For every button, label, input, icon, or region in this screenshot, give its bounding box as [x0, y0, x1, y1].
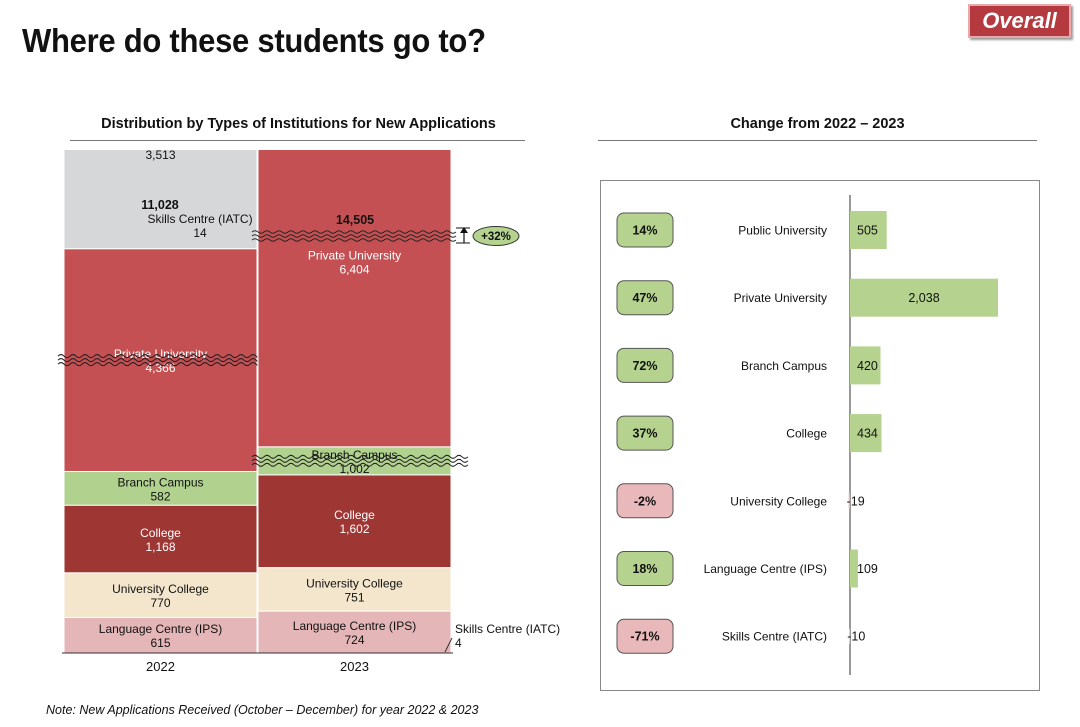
percent-change-label-university-college: -2%: [634, 494, 656, 508]
percent-change-label-public-university: 14%: [632, 224, 657, 238]
percent-change-badge-skills-centre-iatc: [616, 618, 674, 654]
growth-label: +32%: [481, 231, 511, 243]
segment-value-university-college-2023: 751: [344, 590, 364, 604]
percent-change-badge-public-university: [616, 212, 674, 248]
change-value-language-centre-ips: 109: [857, 562, 878, 576]
percent-change-label-skills-centre-iatc: -71%: [630, 630, 659, 644]
right-panel-title: Change from 2022 – 2023: [730, 116, 905, 132]
percent-change-badge-private-university: [616, 280, 674, 316]
change-value-branch-campus: 420: [857, 359, 878, 373]
bar-university-college-2022: [63, 572, 258, 618]
bar-university-college-2023: [257, 567, 452, 612]
bar-branch-campus-2022: [63, 470, 258, 506]
growth-arrow-head: [460, 227, 468, 233]
change-category-branch-campus: Branch Campus: [741, 359, 827, 373]
axis-break-mark: [251, 458, 469, 463]
percent-change-badge-branch-campus: [616, 347, 674, 383]
bar-language-centre-ips-2022: [63, 616, 258, 654]
segment-value-private-university-2023: 6,404: [339, 262, 369, 276]
change-bar-language-centre-ips: [850, 549, 858, 588]
percent-change-label-private-university: 47%: [632, 291, 657, 305]
overall-badge: Overall: [968, 4, 1071, 38]
change-category-college: College: [786, 427, 827, 441]
segment-value-skills-centre-iatc-2023: 4: [455, 636, 462, 650]
change-bar-private-university: [850, 278, 998, 317]
total-label-2023: 14,505: [336, 213, 374, 227]
bar-college-2022: [63, 504, 258, 574]
segment-label-language-centre-ips-2023: Language Centre (IPS): [293, 619, 416, 633]
bar-private-university-2023: [257, 150, 452, 448]
x-tick-2022: 2022: [146, 659, 175, 674]
growth-badge: [472, 226, 520, 246]
segment-value-college-2022: 1,168: [145, 540, 175, 554]
total-break-mark: [251, 234, 457, 238]
change-category-skills-centre-iatc: Skills Centre (IATC): [722, 630, 827, 644]
change-bar-branch-campus: [850, 346, 881, 385]
total-break-mark: [251, 238, 457, 242]
segment-value-language-centre-ips-2023: 724: [344, 633, 364, 647]
change-category-language-centre-ips: Language Centre (IPS): [704, 562, 827, 576]
skills-centre-leader-line: [444, 637, 453, 653]
segment-label-university-college-2022: University College: [112, 582, 209, 596]
change-value-skills-centre-iatc: -10: [847, 630, 865, 644]
axis-break-mark: [251, 462, 469, 467]
change-bar-college: [850, 414, 882, 453]
segment-label-university-college-2023: University College: [306, 576, 403, 590]
segment-label-college-2023: College: [334, 508, 375, 522]
percent-change-badge-language-centre-ips: [616, 551, 674, 586]
segment-value-public-university-2022: 3,513: [145, 150, 175, 162]
change-value-public-university: 505: [857, 224, 878, 238]
left-panel-rule: [70, 140, 525, 141]
segment-label-skills-centre-iatc-2023: Skills Centre (IATC): [455, 622, 560, 636]
axis-break-mark: [57, 358, 275, 363]
change-bar-public-university: [850, 211, 887, 249]
percent-change-label-branch-campus: 72%: [632, 359, 657, 373]
percent-change-badge-university-college: [616, 483, 674, 519]
change-value-college: 434: [857, 427, 878, 441]
segment-value-university-college-2022: 770: [150, 596, 170, 610]
right-panel-rule: [598, 140, 1037, 141]
percent-change-label-college: 37%: [632, 427, 657, 441]
percent-change-label-language-centre-ips: 18%: [632, 562, 657, 576]
change-value-university-college: -19: [847, 494, 865, 508]
change-bar-skills-centre-iatc: [849, 628, 850, 644]
page-title: Where do these students go to?: [22, 22, 486, 59]
segment-value-college-2023: 1,602: [339, 522, 369, 536]
change-value-private-university: 2,038: [908, 291, 939, 305]
segment-label-branch-campus-2022: Branch Campus: [117, 475, 203, 489]
bar-public-university-2022: [63, 150, 258, 250]
x-tick-2023: 2023: [340, 659, 369, 674]
axis-break-mark: [57, 354, 275, 359]
bar-college-2023: [257, 474, 452, 569]
footnote: Note: New Applications Received (October…: [46, 703, 479, 717]
percent-change-badge-college: [616, 415, 674, 451]
segment-value-branch-campus-2022: 582: [150, 489, 170, 503]
total-label-2022: 11,028: [141, 198, 179, 212]
axis-break-mark: [57, 362, 275, 367]
change-bar-university-college: [848, 493, 850, 509]
change-category-public-university: Public University: [738, 224, 827, 238]
segment-label-college-2022: College: [140, 526, 181, 540]
segment-value-skills-centre-iatc-2022: 14: [193, 226, 207, 240]
segment-value-language-centre-ips-2022: 615: [150, 636, 170, 650]
axis-break-mark: [251, 454, 469, 459]
segment-label-skills-centre-iatc-2022: Skills Centre (IATC): [147, 212, 252, 226]
total-break-mark: [251, 230, 457, 234]
segment-label-private-university-2023: Private University: [308, 248, 401, 262]
change-category-university-college: University College: [730, 494, 827, 508]
change-category-private-university: Private University: [734, 291, 827, 305]
left-panel-title: Distribution by Types of Institutions fo…: [101, 116, 496, 132]
segment-label-language-centre-ips-2022: Language Centre (IPS): [99, 622, 222, 636]
change-chart-frame: [600, 180, 1040, 691]
bar-language-centre-ips-2023: [257, 610, 452, 654]
